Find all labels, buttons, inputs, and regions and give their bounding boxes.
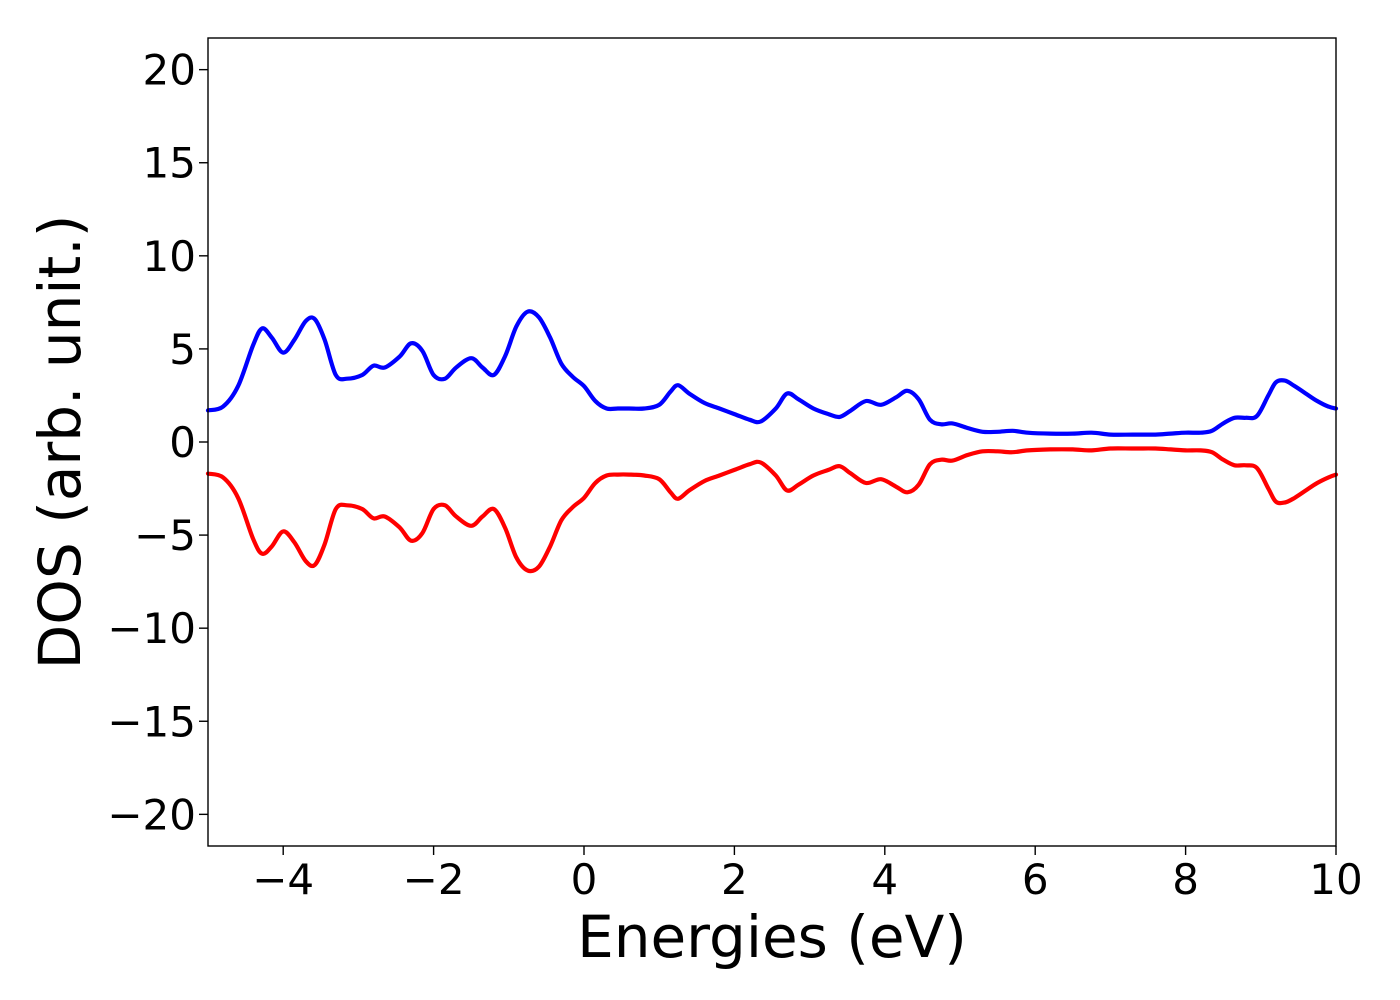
x-tick-label: 6 — [1022, 855, 1049, 904]
x-tick-label: 4 — [871, 855, 898, 904]
x-tick-label: −4 — [252, 855, 314, 904]
x-axis: −4 −2 0 2 4 6 8 10 — [252, 846, 1363, 904]
series-line-1 — [205, 309, 1339, 437]
y-tick-label: −10 — [107, 604, 196, 653]
y-tick-label: 20 — [143, 46, 196, 95]
x-tick-label: 10 — [1309, 855, 1362, 904]
y-tick-label: −15 — [107, 697, 196, 746]
series-layer — [205, 309, 1339, 574]
y-tick-label: 5 — [169, 325, 196, 374]
y-tick-label: −5 — [134, 511, 196, 560]
y-axis: 20 15 10 5 0 −5 −10 −15 −20 — [107, 46, 208, 839]
x-tick-label: −2 — [403, 855, 465, 904]
y-tick-label: 15 — [143, 139, 196, 188]
x-tick-label: 8 — [1172, 855, 1199, 904]
y-axis-label: DOS (arb. unit.) — [26, 215, 94, 670]
series-line-2 — [205, 446, 1339, 574]
x-tick-label: 2 — [721, 855, 748, 904]
y-tick-label: 0 — [169, 418, 196, 467]
plot-area — [208, 38, 1336, 846]
x-axis-label: Energies (eV) — [577, 903, 967, 971]
y-tick-label: −20 — [107, 790, 196, 839]
y-tick-label: 10 — [143, 232, 196, 281]
x-tick-label: 0 — [571, 855, 598, 904]
